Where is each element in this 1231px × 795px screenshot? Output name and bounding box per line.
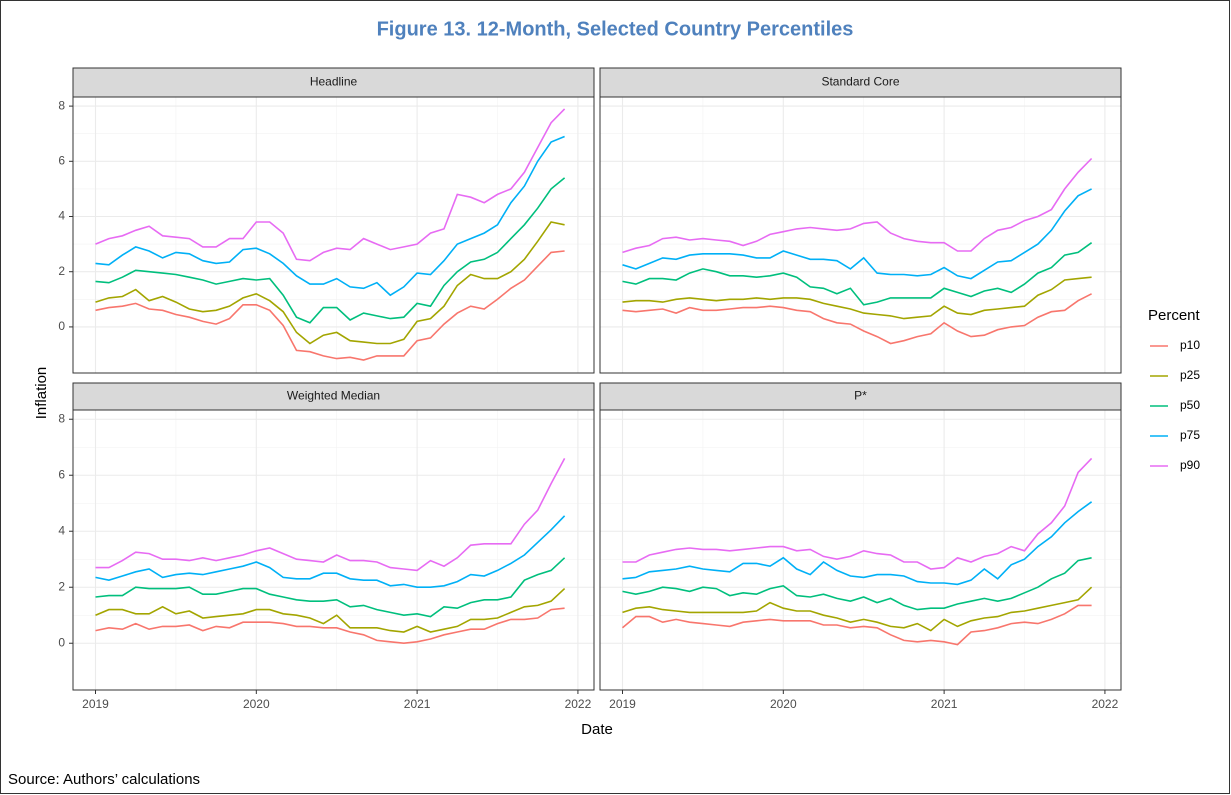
legend-label: p50 xyxy=(1180,398,1200,412)
facet-title: P* xyxy=(854,389,867,403)
panel-bg xyxy=(600,410,1121,690)
x-axis-label: Date xyxy=(581,721,613,738)
panel-bg xyxy=(73,410,594,690)
facet-strip xyxy=(599,67,1122,98)
panel-bg xyxy=(73,97,594,373)
panel-bg xyxy=(600,97,1121,373)
y-tick-label: 8 xyxy=(58,98,65,112)
series-line xyxy=(95,607,565,645)
y-tick-label: 0 xyxy=(58,319,65,333)
series-line xyxy=(95,177,566,324)
series-line xyxy=(622,293,1092,345)
series-line xyxy=(622,242,1093,306)
series-line xyxy=(95,557,566,618)
series-line xyxy=(95,458,566,572)
y-tick-label: 6 xyxy=(58,467,65,481)
legend-label: p25 xyxy=(1180,368,1200,382)
x-tick-label: 2021 xyxy=(404,697,431,711)
y-axis-label: Inflation xyxy=(33,367,50,420)
series-line xyxy=(621,604,1092,646)
series-line xyxy=(622,457,1093,570)
y-tick-label: 0 xyxy=(58,635,65,649)
legend-label: p75 xyxy=(1180,428,1200,442)
facet-strip xyxy=(72,382,595,411)
legend-label: p90 xyxy=(1180,458,1200,472)
x-tick-label: 2020 xyxy=(243,697,270,711)
facet-strip xyxy=(599,382,1122,411)
facet-title: Headline xyxy=(310,75,358,89)
series-line xyxy=(622,157,1093,254)
chart-title: Figure 13. 12-Month, Selected Country Pe… xyxy=(377,18,854,40)
legend-label: p10 xyxy=(1180,338,1200,352)
y-tick-label: 2 xyxy=(58,264,65,278)
series-line xyxy=(622,557,1092,611)
panel-border xyxy=(72,96,595,374)
series-line xyxy=(622,188,1092,280)
x-tick-label: 2019 xyxy=(82,697,109,711)
series-line xyxy=(95,515,566,588)
y-tick-label: 6 xyxy=(58,153,65,167)
legend-title: Percent xyxy=(1148,307,1201,324)
panel-border xyxy=(72,409,595,691)
facet-title: Standard Core xyxy=(821,75,899,89)
x-tick-label: 2019 xyxy=(609,697,636,711)
series-line xyxy=(95,250,565,361)
x-tick-label: 2020 xyxy=(770,697,797,711)
series-line xyxy=(95,588,566,633)
x-tick-label: 2022 xyxy=(1092,697,1119,711)
series-line xyxy=(622,276,1092,320)
y-tick-label: 8 xyxy=(58,411,65,425)
x-tick-label: 2021 xyxy=(931,697,958,711)
series-line xyxy=(95,108,566,262)
series-line xyxy=(622,586,1093,632)
panel-border xyxy=(599,96,1122,374)
panel-border xyxy=(599,409,1122,691)
y-tick-label: 2 xyxy=(58,579,65,593)
x-tick-label: 2022 xyxy=(565,697,592,711)
y-tick-label: 4 xyxy=(58,209,65,223)
series-line xyxy=(95,221,565,345)
facet-title: Weighted Median xyxy=(287,389,380,403)
source-note: Source: Authors’ calculations xyxy=(8,771,200,788)
y-tick-label: 4 xyxy=(58,523,65,537)
series-line xyxy=(95,135,565,297)
series-line xyxy=(622,501,1093,586)
